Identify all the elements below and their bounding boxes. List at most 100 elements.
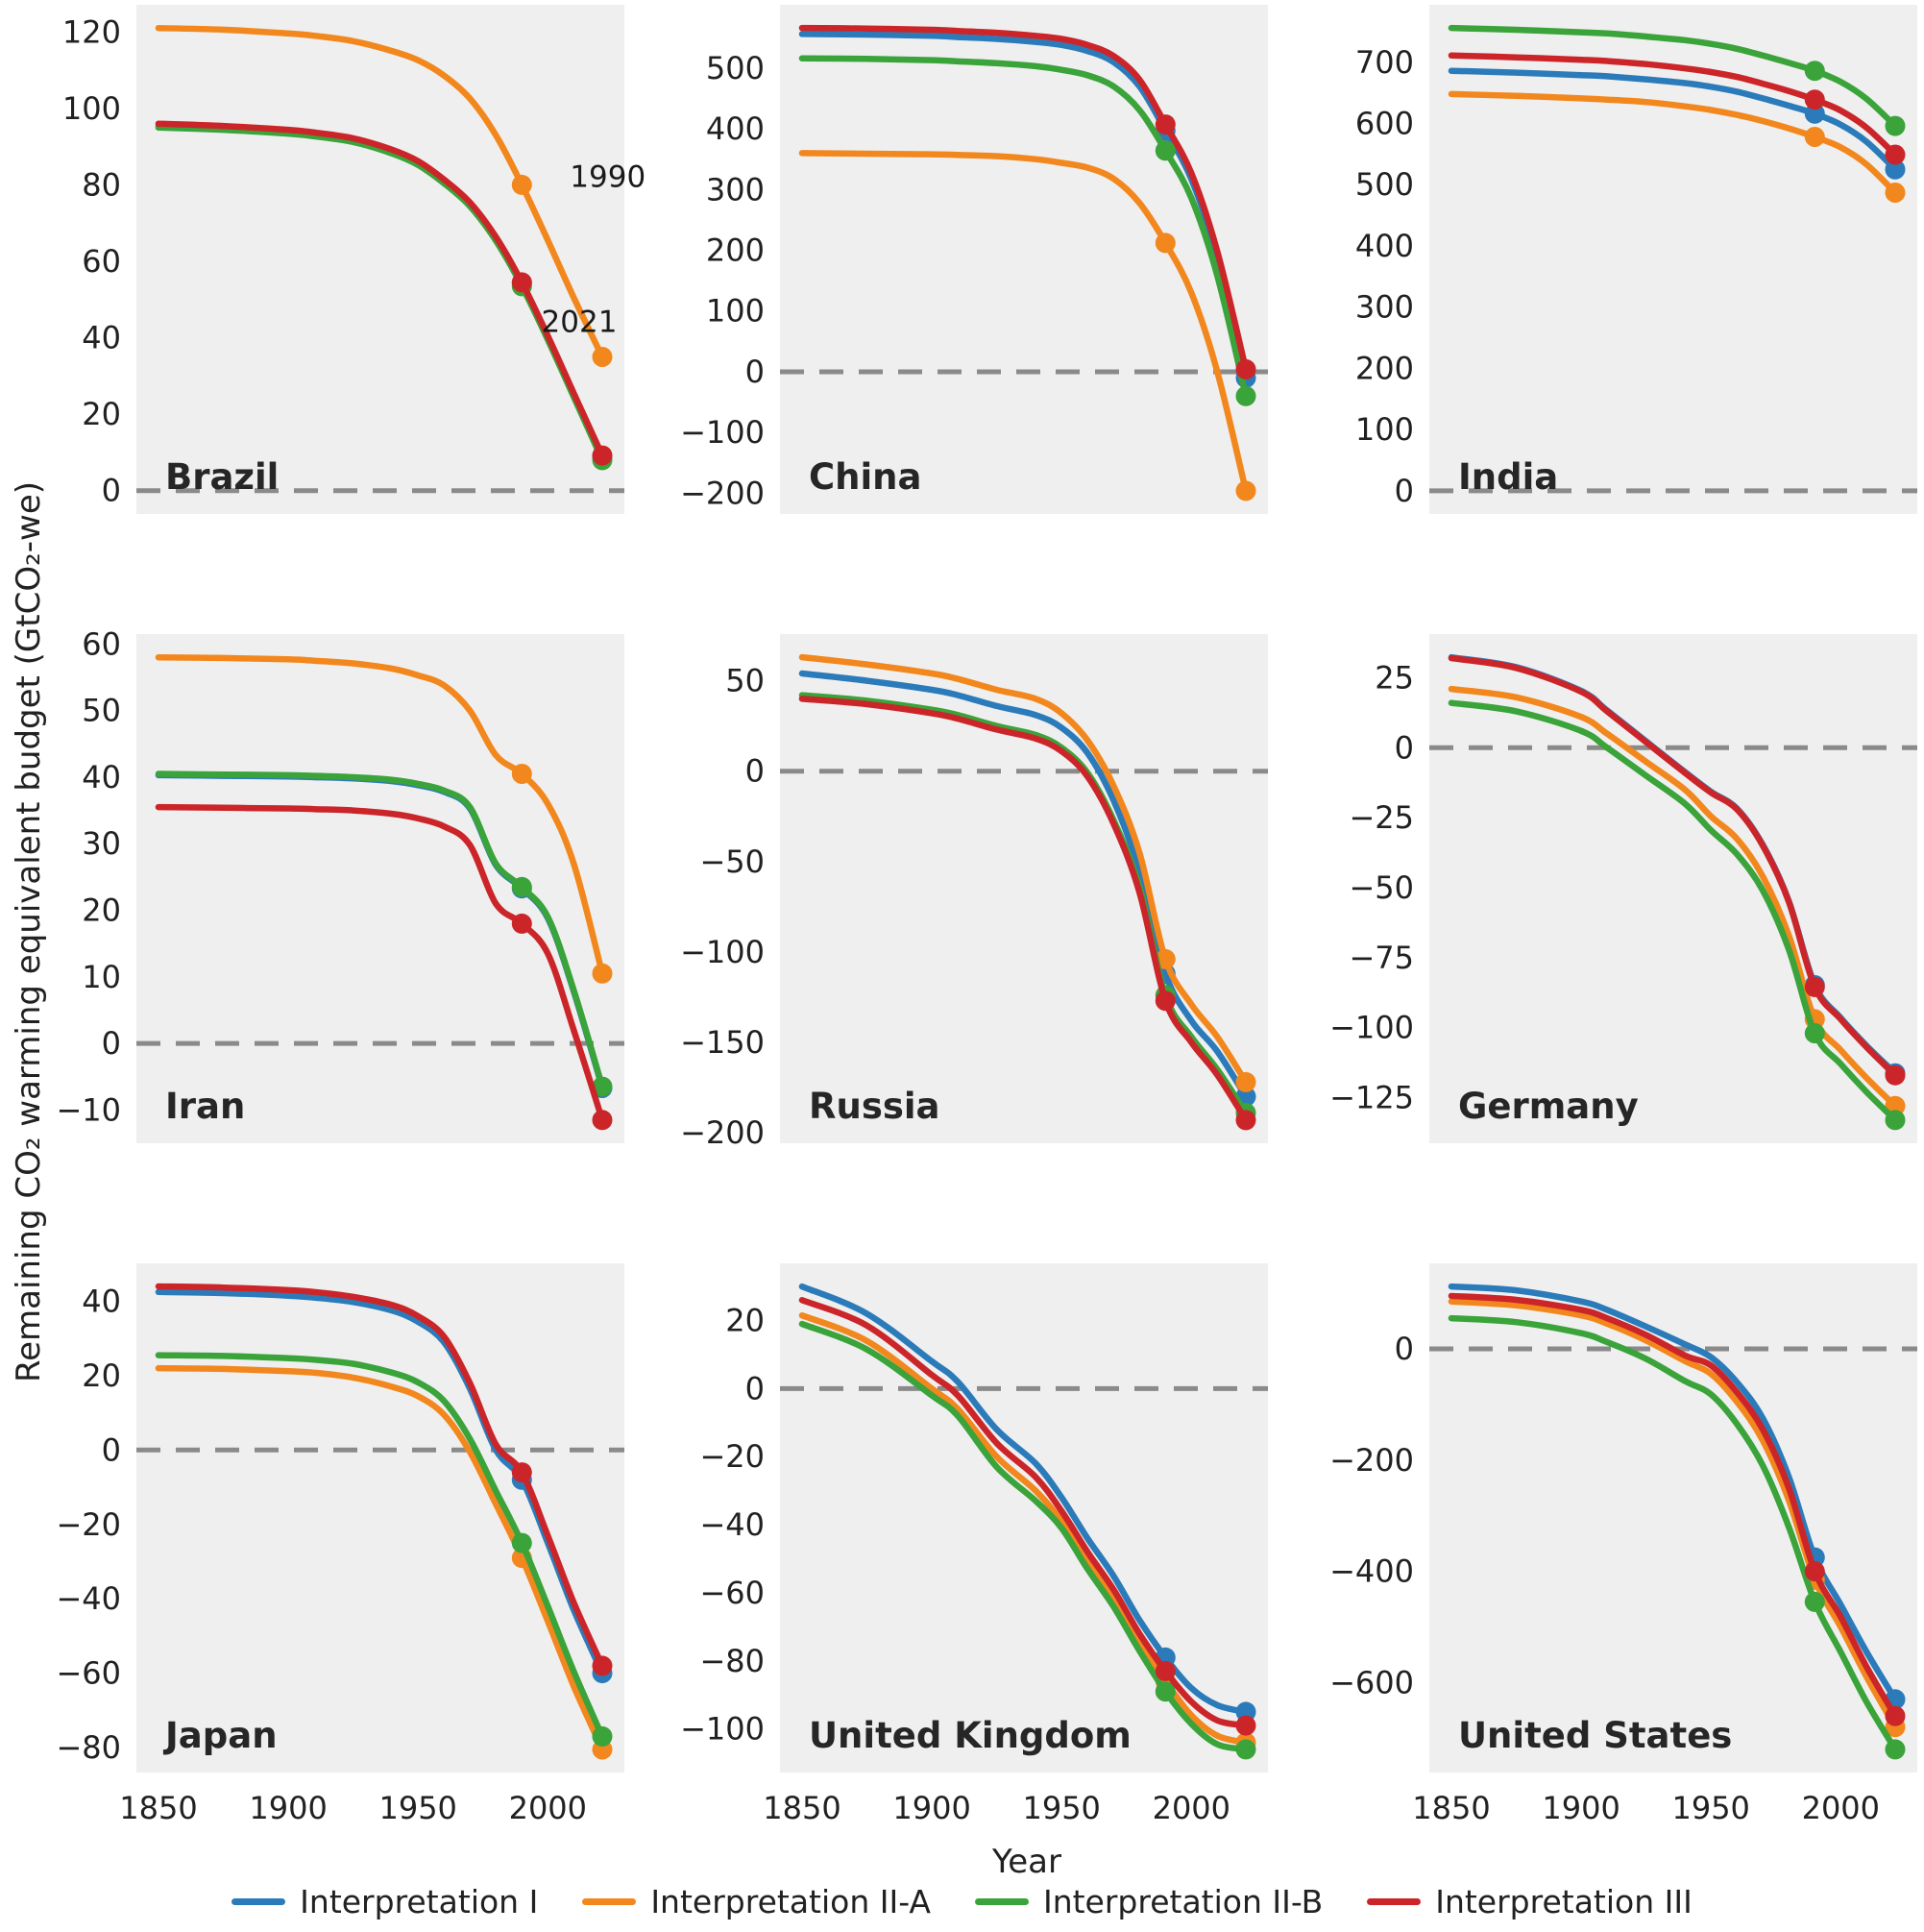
y-tick-label: 20: [82, 396, 121, 432]
y-tick-label: 40: [82, 1283, 121, 1319]
facet-title-japan: Japan: [162, 1715, 278, 1756]
x-tick-label: 1900: [1542, 1790, 1620, 1826]
marker-1990-interpretation-iii: [1155, 114, 1176, 135]
line-interpretation-ii-b: [1448, 1314, 1899, 1753]
y-tick-label: 200: [706, 232, 765, 269]
annotation-2021: 2021: [542, 306, 618, 340]
x-tick-label: 1950: [378, 1790, 456, 1826]
y-tick-label: 25: [1375, 659, 1414, 696]
marker-2021-interpretation-iii: [1885, 1064, 1906, 1086]
y-tick-label: −50: [1349, 869, 1414, 906]
facet-china: 500 400 300 200 100 0 −100 −200 China: [680, 5, 1268, 514]
marker-2021-interpretation-iii: [592, 445, 613, 466]
y-tick-label: 200: [1355, 350, 1414, 386]
marker-2021-interpretation-iii: [1235, 1110, 1256, 1131]
panel-background: [1429, 5, 1917, 514]
y-tick-label: 60: [82, 243, 121, 280]
marker-1990-interpretation-ii-b: [511, 876, 532, 897]
legend-item-interpretation-iii: Interpretation III: [1367, 1883, 1693, 1920]
marker-1990-interpretation-ii-b: [511, 1532, 532, 1553]
line-interpretation-ii-b: [798, 55, 1250, 400]
y-tick-label: −150: [680, 1024, 765, 1061]
y-tick-label: 500: [706, 50, 765, 86]
y-tick-label: 300: [1355, 289, 1414, 326]
y-tick-label: 600: [1355, 106, 1414, 142]
marker-2021-interpretation-ii-b: [592, 1076, 613, 1097]
y-tick-label: 20: [82, 893, 121, 929]
facet-title-india: India: [1458, 456, 1558, 498]
marker-2021-interpretation-ii-b: [592, 1725, 613, 1747]
line-interpretation-ii-a: [1448, 90, 1899, 196]
y-tick-label: 0: [1395, 473, 1414, 509]
marker-1990-interpretation-iii: [1804, 89, 1825, 110]
marker-2021-interpretation-ii-b: [1235, 385, 1256, 406]
facet-title-russia: Russia: [809, 1086, 940, 1127]
panel-background: [136, 5, 624, 514]
line-interpretation-ii-a: [1448, 1298, 1899, 1730]
facet-title-brazil: Brazil: [165, 456, 279, 498]
line-interpretation-iii: [155, 803, 606, 1124]
marker-1990-interpretation-ii-a: [1804, 127, 1825, 147]
marker-2021-interpretation-ii-a: [1235, 480, 1256, 501]
x-tick-label: 2000: [1153, 1790, 1230, 1826]
y-tick-label: 400: [1355, 228, 1414, 264]
y-tick-label: −40: [699, 1506, 765, 1543]
y-tick-label: 0: [102, 1431, 121, 1468]
y-tick-label: −60: [699, 1575, 765, 1611]
legend-item-interpretation-ii-a: Interpretation II-A: [582, 1883, 931, 1920]
y-tick-label: 60: [82, 625, 121, 662]
marker-1990-interpretation-ii-b: [1155, 1681, 1176, 1702]
marker-2021-interpretation-ii-b: [1885, 1110, 1906, 1131]
line-interpretation-ii-b: [798, 1320, 1250, 1753]
marker-2021-interpretation-iii: [592, 1655, 613, 1676]
x-tick-label: 2000: [1802, 1790, 1880, 1826]
line-interpretation-ii-a: [798, 653, 1250, 1086]
y-tick-label: −400: [1329, 1553, 1414, 1590]
y-tick-label: −20: [699, 1438, 765, 1475]
y-tick-label: 50: [82, 693, 121, 729]
x-tick-label: 1850: [119, 1790, 197, 1826]
y-tick-label: 50: [725, 663, 765, 699]
marker-1990-interpretation-ii-a: [511, 174, 532, 195]
y-tick-label: −40: [56, 1580, 121, 1617]
line-interpretation-iii: [155, 120, 606, 459]
legend-line-icon: [231, 1898, 286, 1905]
line-interpretation-iii: [1448, 654, 1899, 1079]
facet-japan: 40 20 0 −20 −40 −60 −80 1850 1900 1950 2000 Japan: [56, 1263, 624, 1826]
legend-label: Interpretation II-A: [650, 1883, 931, 1920]
y-tick-label: 0: [1395, 1331, 1414, 1367]
y-tick-label: −100: [680, 934, 765, 970]
marker-1990-interpretation-iii: [1804, 1561, 1825, 1582]
line-interpretation-i: [1448, 1283, 1899, 1703]
y-tick-label: 400: [706, 110, 765, 147]
line-interpretation-iii: [1448, 52, 1899, 159]
line-interpretation-iii: [798, 696, 1250, 1124]
x-tick-label: 1900: [249, 1790, 327, 1826]
facet-united-states: 0 −200 −400 −600 1850 1900 1950 2000 United Stat…: [1329, 1263, 1917, 1826]
y-tick-label: −50: [699, 844, 765, 880]
y-tick-label: −100: [680, 414, 765, 451]
marker-1990-interpretation-iii: [511, 272, 532, 293]
marker-2021-interpretation-ii-a: [1885, 183, 1906, 203]
y-tick-label: −200: [1329, 1442, 1414, 1479]
x-tick-label: 1850: [1412, 1790, 1490, 1826]
marker-1990-interpretation-ii-b: [1804, 61, 1825, 82]
y-tick-label: 500: [1355, 166, 1414, 203]
line-interpretation-ii-a: [1448, 685, 1899, 1110]
marker-2021-interpretation-ii-a: [592, 963, 613, 984]
facet-iran: 60 50 40 30 20 10 0 −10 Iran: [56, 625, 624, 1143]
y-tick-label: −60: [56, 1655, 121, 1692]
facet-india: 700 600 500 400 300 200 100 0 India: [1355, 5, 1917, 514]
y-tick-label: −600: [1329, 1664, 1414, 1700]
marker-2021-interpretation-iii: [592, 1110, 613, 1131]
legend-line-icon: [1367, 1898, 1422, 1905]
marker-1990-interpretation-iii: [511, 1462, 532, 1483]
y-tick-label: 100: [1355, 411, 1414, 448]
y-tick-label: 300: [706, 171, 765, 208]
marker-2021-interpretation-ii-b: [1885, 115, 1906, 136]
y-tick-label: −25: [1349, 799, 1414, 836]
y-tick-label: 0: [745, 753, 765, 790]
marker-1990-interpretation-iii: [1155, 1660, 1176, 1681]
